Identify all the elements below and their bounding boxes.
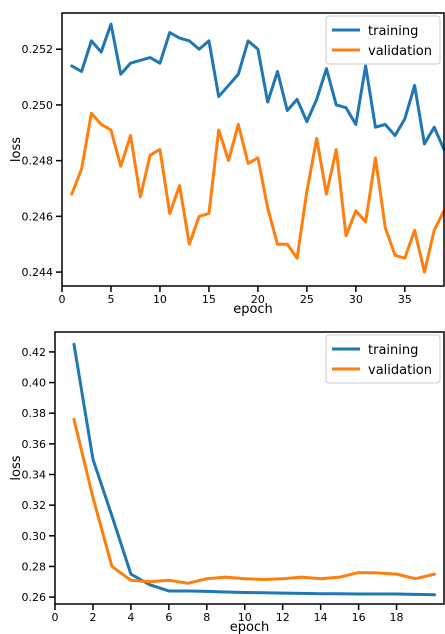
legend: training validation [325,334,441,384]
y-tick-label: 0.252 [22,43,54,56]
chart-2: 0 2 4 6 8 10 12 14 16 18 0.26 0.28 0.30 0.32 0.34 0.36 0… [9,331,445,634]
x-tick-label: 16 [352,611,366,624]
x-tick-label: 15 [202,293,216,306]
y-axis-label: loss [9,137,24,162]
series-line-validation [70,111,445,274]
x-tick-label: 12 [276,611,290,624]
x-tick-label: 8 [203,611,210,624]
legend-box [325,334,441,384]
x-tick-label: 30 [349,293,363,306]
x-tick-label: 25 [300,293,314,306]
x-axis-label: epoch [230,620,270,634]
x-tick-label: 35 [398,293,412,306]
x-tick-label: 6 [165,611,172,624]
y-tick-label: 0.26 [22,591,47,604]
y-tick-label: 0.42 [22,346,47,359]
x-tick-label: 0 [52,611,59,624]
y-tick-label: 0.28 [22,560,47,573]
y-tick-label: 0.248 [22,155,54,168]
y-tick-label: 0.32 [22,499,47,512]
x-tick-label: 10 [238,611,252,624]
y-axis-label: loss [9,455,24,480]
legend-label-validation: validation [368,363,432,378]
y-tick-label: 0.38 [22,407,47,420]
legend: training validation [325,15,441,65]
y-tick-label: 0.250 [22,99,54,112]
x-tick-label: 20 [251,293,265,306]
y-tick-label: 0.40 [22,377,47,390]
y-tick-label: 0.34 [22,469,47,482]
x-axis-label: epoch [233,302,273,317]
legend-box [325,15,441,65]
legend-label-validation: validation [368,44,432,59]
legend-label-training: training [368,343,418,358]
x-tick-label: 5 [107,293,114,306]
y-tick-label: 0.244 [22,266,54,279]
chart-1: 0 5 10 15 20 25 30 35 0.244 0.246 0.248 0.250 0.252 e… [9,12,445,317]
axes-frame [61,12,445,287]
series-line-training [70,22,445,151]
x-tick-label: 0 [59,293,66,306]
x-tick-label: 10 [153,293,167,306]
series-line-training [72,342,437,597]
y-tick-label: 0.246 [22,210,54,223]
axes-frame [54,331,445,605]
y-tick-label: 0.36 [22,438,47,451]
series-line-validation [72,417,437,585]
x-tick-label: 4 [127,611,134,624]
legend-label-training: training [368,24,418,39]
x-tick-label: 18 [390,611,404,624]
x-tick-label: 14 [314,611,328,624]
x-tick-label: 2 [89,611,96,624]
y-tick-label: 0.30 [22,530,47,543]
